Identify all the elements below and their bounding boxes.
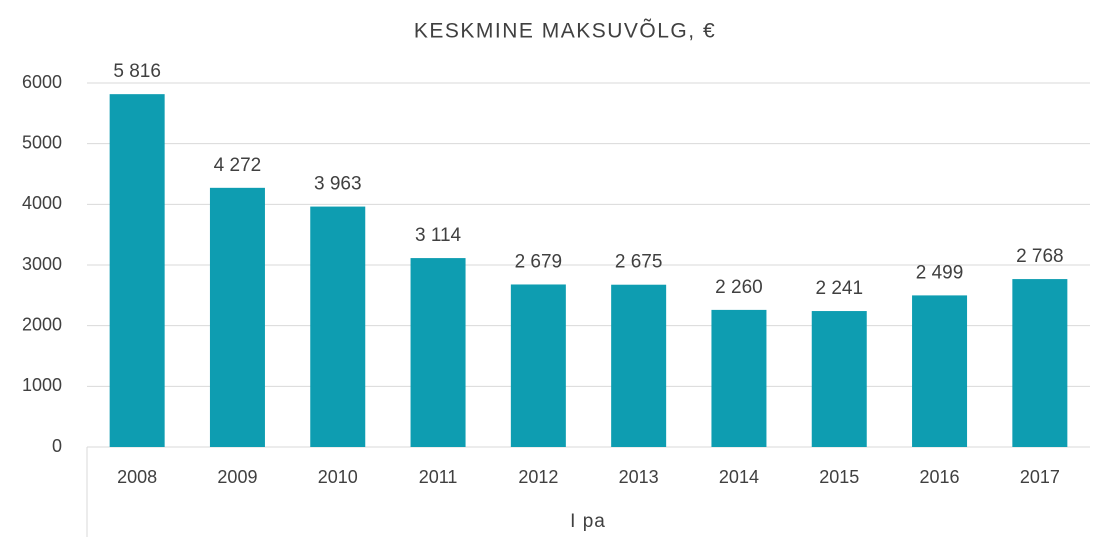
- data-label: 2 679: [515, 251, 563, 272]
- data-label: 2 675: [615, 252, 663, 273]
- bar: [410, 258, 466, 447]
- y-tick-label: 1000: [22, 375, 62, 395]
- y-tick-label: 2000: [22, 314, 62, 334]
- x-tick-label: 2010: [318, 467, 358, 487]
- x-tick-label: 2016: [920, 467, 960, 487]
- data-label: 2 260: [715, 277, 763, 298]
- y-tick-label: 5000: [22, 132, 62, 152]
- x-tick-label: 2013: [619, 467, 659, 487]
- y-tick-label: 3000: [22, 254, 62, 274]
- bar: [109, 94, 165, 448]
- y-tick-label: 4000: [22, 193, 62, 213]
- x-tick-label: 2011: [419, 467, 458, 487]
- data-label: 2 768: [1016, 246, 1064, 267]
- data-label: 4 272: [214, 155, 262, 176]
- bar: [611, 284, 667, 447]
- bar: [811, 311, 867, 447]
- x-tick-label: 2017: [1020, 467, 1060, 487]
- x-tick-label: 2012: [518, 467, 558, 487]
- x-tick-label: 2009: [217, 467, 257, 487]
- data-label: 2 499: [916, 262, 964, 283]
- data-label: 3 114: [415, 225, 462, 246]
- y-tick-label: 0: [52, 436, 62, 456]
- data-label: 2 241: [815, 278, 863, 299]
- bar: [209, 187, 265, 447]
- x-tick-label: 2015: [819, 467, 859, 487]
- y-tick-label: 6000: [22, 72, 62, 92]
- bar: [510, 284, 566, 447]
- bar: [912, 295, 968, 447]
- x-tick-label: 2014: [719, 467, 759, 487]
- x-tick-label: 2008: [117, 467, 157, 487]
- chart-title: KESKMINE MAKSUVÕLG, €: [414, 19, 716, 43]
- bar: [711, 309, 767, 447]
- data-label: 3 963: [314, 174, 362, 195]
- data-label: 5 816: [113, 61, 161, 82]
- bar: [310, 206, 366, 447]
- x-axis-title: I pa: [570, 511, 606, 532]
- bar: [1012, 279, 1068, 447]
